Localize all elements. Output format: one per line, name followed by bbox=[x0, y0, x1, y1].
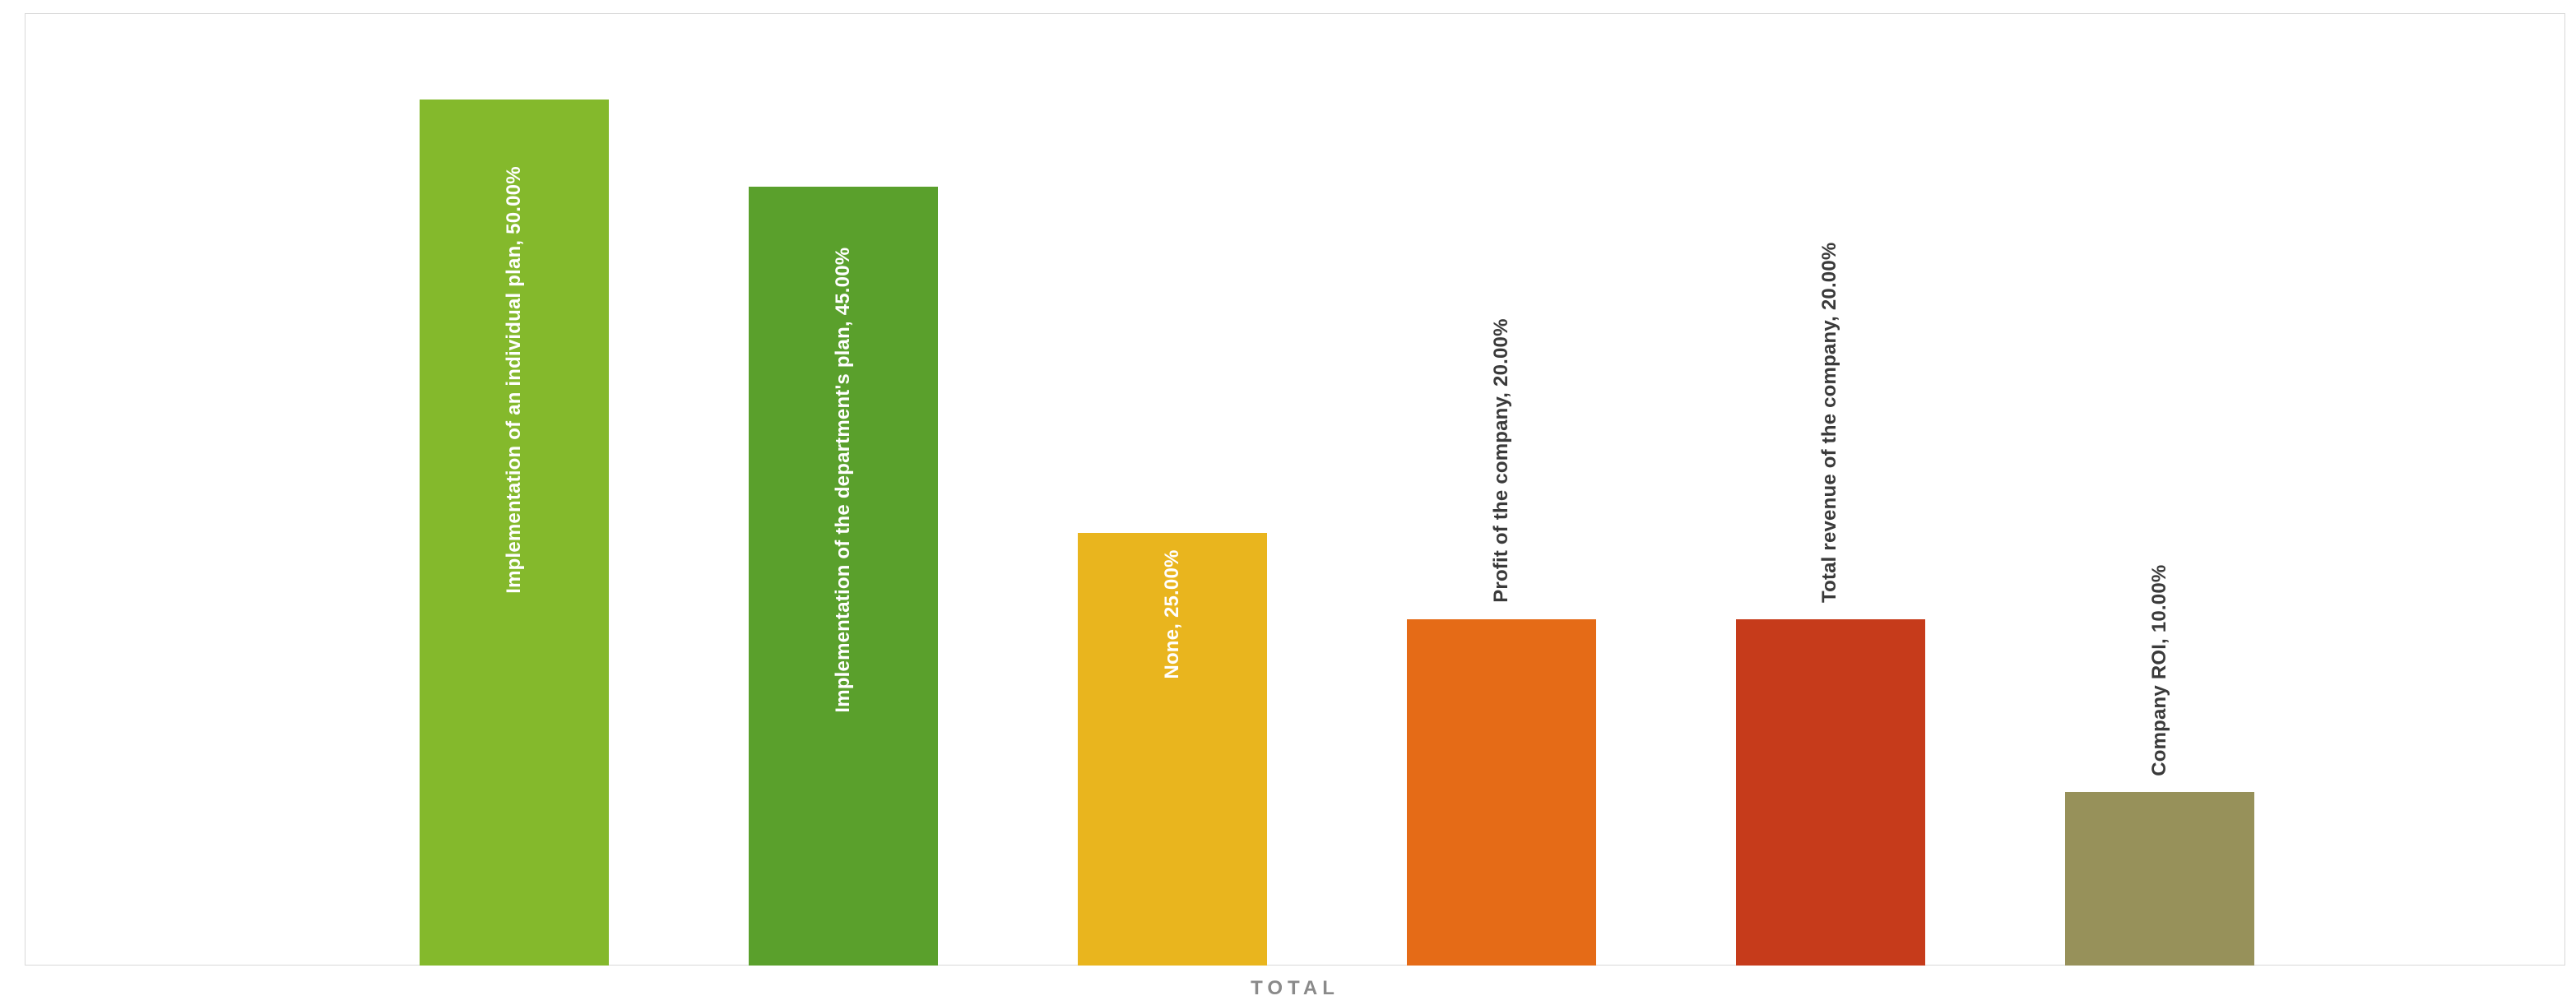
bar-label: None, 25.00% bbox=[1161, 549, 1185, 679]
bar bbox=[2065, 792, 2254, 966]
plot-area: Implementation of an individual plan, 50… bbox=[0, 0, 2576, 1005]
bar bbox=[1736, 619, 1925, 966]
bar-label: Profit of the company, 20.00% bbox=[1490, 288, 1514, 603]
x-axis-title: TOTAL bbox=[25, 977, 2565, 1000]
bar-chart: Implementation of an individual plan, 50… bbox=[0, 0, 2576, 1005]
bar-label: Implementation of an individual plan, 50… bbox=[503, 116, 527, 594]
bar-label: Implementation of the department's plan,… bbox=[832, 203, 856, 713]
bar-label: Company ROI, 10.00% bbox=[2148, 570, 2172, 776]
bar-label: Total revenue of the company, 20.00% bbox=[1819, 212, 1843, 603]
bar bbox=[1407, 619, 1596, 966]
